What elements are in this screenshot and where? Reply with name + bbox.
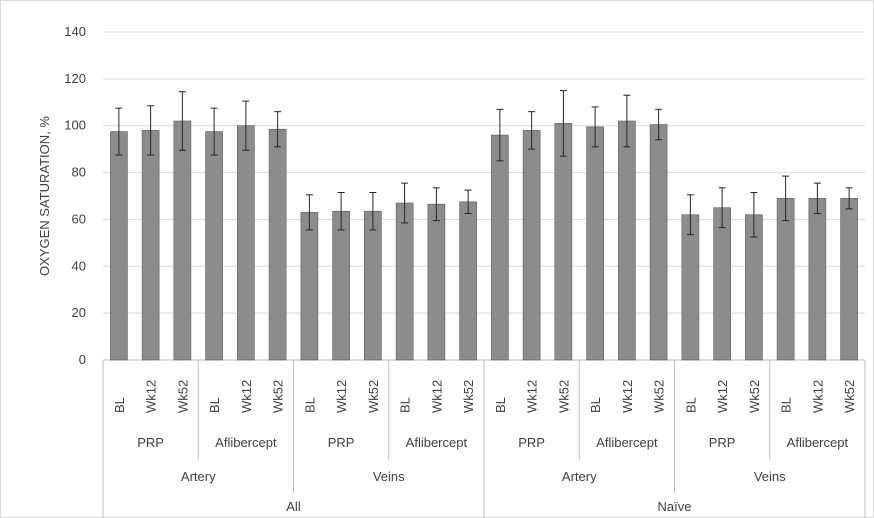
y-axis-label: OXYGEN SATURATION, % [37,116,52,276]
bar [776,198,795,361]
group-label: Naïve [658,499,692,514]
vessel-label: Artery [181,469,216,484]
treatment-label: PRP [709,435,736,450]
x-tick-label: Wk52 [556,380,571,413]
bar [522,130,541,361]
bar [808,198,827,361]
y-tick-labels: 0 20 40 60 80 100 120 140 [64,24,86,367]
x-tick-label: Wk12 [239,380,254,413]
treatment-label: Aflibercept [596,435,658,450]
x-tick-label: BL [207,397,222,413]
x-tick-label: Wk12 [144,380,159,413]
x-tick-label: Wk52 [366,380,381,413]
bar [713,207,731,361]
bar [332,210,350,361]
x-tick-label: Wk12 [525,380,540,413]
x-tick-label: BL [302,397,317,413]
bar [237,125,255,361]
bar [491,134,509,361]
x-tick-label: BL [112,397,127,413]
x-axis: BL Wk12 Wk52 BL Wk12 Wk52 BL Wk12 Wk52 BL Wk12 Wk52… [102,360,866,518]
bars [110,120,858,361]
bar [554,123,573,361]
treatment-label: Aflibercept [215,435,277,450]
x-tick-label: BL [398,397,413,413]
bar [840,198,858,361]
treatment-label: Aflibercept [787,435,849,450]
x-tick-label: Wk52 [175,380,190,413]
vessel-label: Artery [562,469,597,484]
x-tick-label: Wk12 [620,380,635,413]
y-tick-label: 80 [72,165,86,180]
bar [141,130,160,361]
x-tick-label: Wk52 [842,380,857,413]
bar [681,214,700,361]
treatment-label: Aflibercept [406,435,468,450]
x-tick-label: Wk12 [715,380,730,413]
x-tick-label: Wk12 [334,380,349,413]
error-bars [115,90,853,238]
bar [586,126,604,361]
x-tick-label: BL [588,397,603,413]
treatment-label: PRP [328,435,355,450]
x-tick-label: BL [493,397,508,413]
vessel-label: Veins [754,469,786,484]
treatment-label: PRP [137,435,164,450]
bar [427,203,446,361]
x-tick-label: Wk12 [810,380,825,413]
x-tick-label: Wk52 [271,380,286,413]
bar [110,131,128,361]
x-tick-label: Wk12 [429,380,444,413]
x-tick-label: BL [779,397,794,413]
bar [364,210,382,361]
bar [618,120,636,361]
x-tick-label: BL [683,397,698,413]
y-tick-label: 20 [72,305,86,320]
group-label: All [286,499,301,514]
x-tick-label: Wk52 [461,380,476,413]
vessel-label: Veins [373,469,405,484]
x-tick-label: Wk52 [652,380,667,413]
y-tick-label: 120 [64,71,86,86]
bar [300,212,319,361]
bar [173,120,192,361]
bar [459,201,477,361]
y-tick-label: 100 [64,118,86,133]
bar [395,202,414,361]
x-tick-label: Wk52 [747,380,762,413]
bar [649,124,668,361]
y-tick-label: 0 [79,352,86,367]
bar [205,131,223,361]
y-tick-label: 60 [72,211,86,226]
y-tick-label: 40 [72,258,86,273]
gridlines [103,31,865,361]
treatment-label: PRP [518,435,545,450]
bar [268,128,287,361]
y-tick-label: 140 [64,24,86,39]
